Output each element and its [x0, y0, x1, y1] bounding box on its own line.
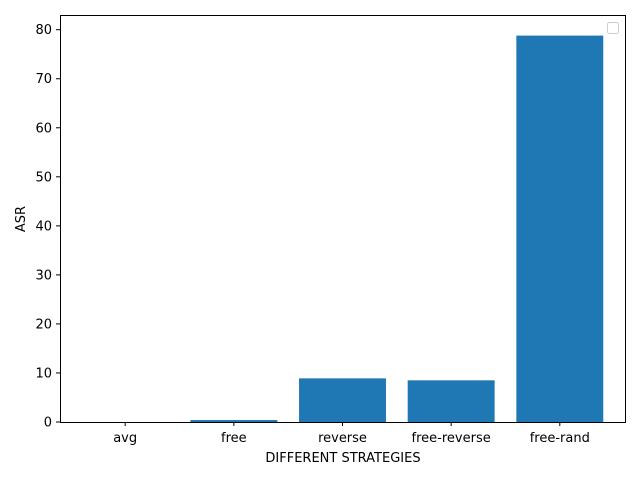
- x-tick-label: free-rand: [530, 431, 590, 446]
- bars-group: [190, 35, 604, 422]
- x-tick-label: avg: [113, 431, 137, 446]
- bar-free-reverse: [407, 380, 495, 422]
- y-tick-label: 20: [35, 317, 52, 332]
- x-tick-label: reverse: [318, 431, 367, 446]
- y-axis-label: ASR: [14, 206, 29, 232]
- y-tick-label: 30: [35, 268, 52, 283]
- x-axis-label: DIFFERENT STRATEGIES: [265, 451, 420, 466]
- x-tick-label: free: [221, 431, 247, 446]
- y-tick-label: 60: [35, 121, 52, 136]
- y-axis-ticks: 0 10 20 30 40 50 60 70 80: [35, 23, 60, 431]
- x-axis-ticks: avg free reverse free-reverse free-rand: [113, 422, 590, 446]
- y-tick-label: 10: [35, 366, 52, 381]
- y-tick-label: 70: [35, 72, 52, 87]
- plot-frame: [60, 15, 626, 423]
- y-tick-label: 0: [44, 416, 52, 431]
- y-tick-label: 80: [35, 23, 52, 38]
- bar-free: [190, 420, 278, 422]
- x-tick-label: free-reverse: [412, 431, 491, 446]
- y-tick-label: 40: [35, 219, 52, 234]
- y-tick-label: 50: [35, 170, 52, 185]
- legend-box: [607, 22, 619, 34]
- bar-free-rand: [516, 35, 604, 422]
- bar-reverse: [299, 378, 386, 422]
